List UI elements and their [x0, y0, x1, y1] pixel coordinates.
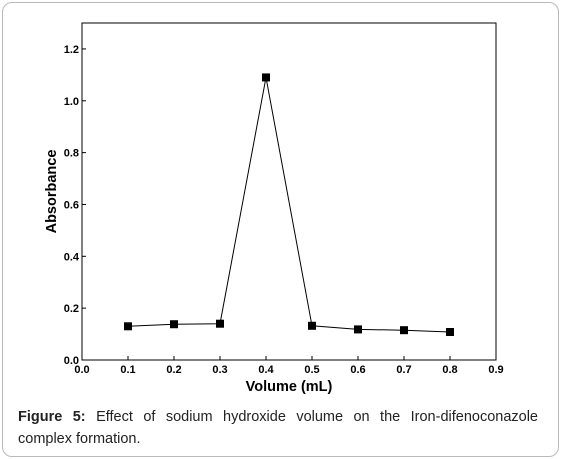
y-tick-label: 1.0: [64, 96, 79, 108]
data-point-marker: [400, 326, 408, 335]
data-point-marker: [216, 319, 224, 328]
y-tick-label: 0.0: [64, 355, 79, 367]
x-tick-label: 0.2: [166, 364, 181, 376]
x-tick-label: 0.0: [74, 364, 89, 376]
y-tick-label: 1.2: [64, 44, 79, 56]
y-tick-label: 0.4: [64, 251, 80, 263]
data-point-marker: [262, 73, 270, 82]
x-tick-label: 0.5: [304, 364, 319, 376]
y-axis-label: Absorbance: [44, 150, 60, 234]
x-tick-label: 0.6: [350, 364, 365, 376]
data-point-marker: [308, 321, 316, 330]
plot-area-border: [81, 22, 497, 361]
series-line: [127, 77, 451, 333]
data-point-marker: [354, 325, 362, 334]
caption-text: Effect of sodium hydroxide volume on the…: [18, 409, 538, 447]
x-axis: 0.0 0.1 0.2 0.3 0.4 0.5 0.6 0.7 0.8 0.9: [74, 356, 504, 376]
data-series: [124, 73, 454, 337]
x-axis-label: Volume (mL): [246, 379, 333, 395]
y-tick-label: 0.6: [64, 199, 79, 211]
y-tick-label: 0.2: [64, 303, 79, 315]
x-tick-label: 0.7: [396, 364, 411, 376]
caption-label: Figure 5:: [18, 409, 86, 425]
x-tick-label: 0.8: [442, 364, 457, 376]
figure-caption: Figure 5: Effect of sodium hydroxide vol…: [18, 406, 538, 450]
x-tick-label: 0.1: [120, 364, 135, 376]
data-point-marker: [446, 328, 454, 337]
x-tick-label: 0.3: [212, 364, 227, 376]
data-point-marker: [170, 320, 178, 329]
y-tick-label: 0.8: [64, 148, 79, 160]
x-tick-label: 0.9: [488, 364, 503, 376]
y-axis: 0.0 0.2 0.4 0.6 0.8 1.0 1.2: [64, 44, 86, 367]
x-tick-label: 0.4: [258, 364, 274, 376]
data-point-marker: [124, 322, 132, 331]
